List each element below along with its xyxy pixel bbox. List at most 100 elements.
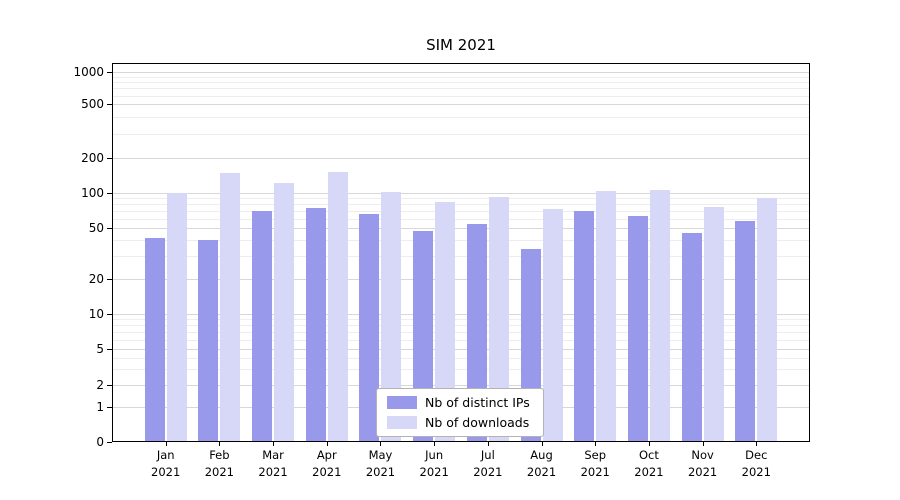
x-tick-label: Oct 2021 xyxy=(634,447,663,480)
legend-swatch-downloads xyxy=(387,416,417,429)
bar-downloads-jul xyxy=(488,197,509,442)
x-tick-mark xyxy=(326,442,328,446)
gridline-major xyxy=(112,193,810,194)
legend-swatch-distinct-ips xyxy=(387,396,417,409)
x-tick-year: 2021 xyxy=(473,464,503,479)
gridline-minor xyxy=(112,134,810,136)
x-tick-label: Sep 2021 xyxy=(581,447,610,480)
gridline-major xyxy=(112,314,810,315)
bar-downloads-jan xyxy=(166,193,187,442)
x-tick-mark xyxy=(219,442,221,446)
x-tick-month: Jul xyxy=(480,448,495,462)
gridline-major xyxy=(112,72,810,73)
x-tick-mark xyxy=(380,442,382,446)
x-tick-mark xyxy=(273,442,275,446)
x-tick-month: Feb xyxy=(209,448,230,462)
y-tick-label: 500 xyxy=(81,97,104,111)
x-tick-label: Feb 2021 xyxy=(205,447,234,480)
x-tick-year: 2021 xyxy=(741,464,771,479)
y-tick-mark xyxy=(107,104,112,105)
bar-distinct-ips-dec xyxy=(735,220,756,442)
x-tick-month: Apr xyxy=(316,448,337,462)
gridline-major xyxy=(112,228,810,229)
bar-downloads-aug xyxy=(542,208,563,442)
x-tick-year: 2021 xyxy=(419,464,449,479)
bar-distinct-ips-nov xyxy=(681,232,702,442)
x-tick-year: 2021 xyxy=(365,464,396,479)
gridline-minor xyxy=(112,256,810,258)
y-tick-mark xyxy=(107,279,112,280)
bar-distinct-ips-jul xyxy=(466,224,487,442)
y-tick-mark xyxy=(107,385,112,386)
y-tick-label: 0 xyxy=(96,435,104,449)
y-tick-label: 2 xyxy=(96,378,104,392)
bar-downloads-sep xyxy=(596,191,617,442)
y-tick-label: 1000 xyxy=(73,65,104,79)
x-tick-month: Jun xyxy=(425,448,444,462)
x-tick-label: Aug 2021 xyxy=(527,447,556,480)
legend: Nb of distinct IPs Nb of downloads xyxy=(376,388,544,437)
x-tick-label: Apr 2021 xyxy=(312,447,341,480)
x-tick-year: 2021 xyxy=(204,464,235,479)
legend-label-downloads: Nb of downloads xyxy=(425,415,530,430)
x-tick-month: Aug xyxy=(530,448,553,462)
x-tick-year: 2021 xyxy=(580,464,610,479)
bar-distinct-ips-jan xyxy=(144,237,165,442)
x-tick-year: 2021 xyxy=(526,464,557,479)
gridline-minor xyxy=(112,240,810,242)
x-tick-label: Jul 2021 xyxy=(473,447,502,480)
legend-item-distinct-ips: Nb of distinct IPs xyxy=(387,395,533,410)
x-tick-mark xyxy=(434,442,436,446)
x-tick-month: May xyxy=(368,448,393,462)
x-tick-label: Dec 2021 xyxy=(742,447,771,480)
legend-item-downloads: Nb of downloads xyxy=(387,415,533,430)
x-tick-year: 2021 xyxy=(687,464,718,479)
chart-title: SIM 2021 xyxy=(426,36,496,54)
gridline-major xyxy=(112,349,810,350)
bar-downloads-feb xyxy=(220,172,241,442)
x-tick-mark xyxy=(756,442,758,446)
x-tick-year: 2021 xyxy=(151,464,181,479)
bar-distinct-ips-sep xyxy=(574,211,595,442)
bar-downloads-oct xyxy=(649,189,670,442)
plot-area xyxy=(112,63,810,442)
bar-downloads-apr xyxy=(327,171,348,442)
gridline-minor xyxy=(112,88,810,90)
bar-distinct-ips-apr xyxy=(305,208,326,442)
y-tick-mark xyxy=(107,72,112,73)
x-tick-mark xyxy=(165,442,167,446)
gridline-major xyxy=(112,385,810,386)
gridline-minor xyxy=(112,95,810,97)
x-tick-month: Sep xyxy=(584,448,607,462)
gridline-minor xyxy=(112,117,810,119)
gridline-minor xyxy=(112,218,810,220)
x-tick-label: May 2021 xyxy=(366,447,395,480)
x-tick-year: 2021 xyxy=(312,464,342,479)
x-tick-month: Jan xyxy=(156,448,175,462)
y-tick-label: 20 xyxy=(88,272,104,286)
gridline-minor xyxy=(112,76,810,78)
x-tick-mark xyxy=(595,442,597,446)
gridline-minor xyxy=(112,211,810,212)
bar-distinct-ips-may xyxy=(359,213,380,442)
legend-label-distinct-ips: Nb of distinct IPs xyxy=(425,395,530,410)
gridline-minor xyxy=(112,198,810,200)
gridline-minor xyxy=(112,339,810,341)
gridline-minor xyxy=(112,325,810,327)
x-tick-month: Dec xyxy=(745,448,768,462)
x-tick-mark xyxy=(487,442,489,446)
bar-downloads-nov xyxy=(703,206,724,442)
y-tick-label: 1 xyxy=(96,400,104,414)
gridline-major xyxy=(112,158,810,159)
y-tick-mark xyxy=(107,442,112,443)
y-tick-label: 5 xyxy=(96,342,104,356)
gridline-minor xyxy=(112,369,810,371)
gridline-major xyxy=(112,279,810,280)
y-tick-mark xyxy=(107,158,112,159)
y-tick-mark xyxy=(107,407,112,408)
gridline-minor xyxy=(112,332,810,333)
y-tick-mark xyxy=(107,193,112,194)
bar-downloads-mar xyxy=(274,182,295,442)
x-tick-label: Jun 2021 xyxy=(420,447,449,480)
